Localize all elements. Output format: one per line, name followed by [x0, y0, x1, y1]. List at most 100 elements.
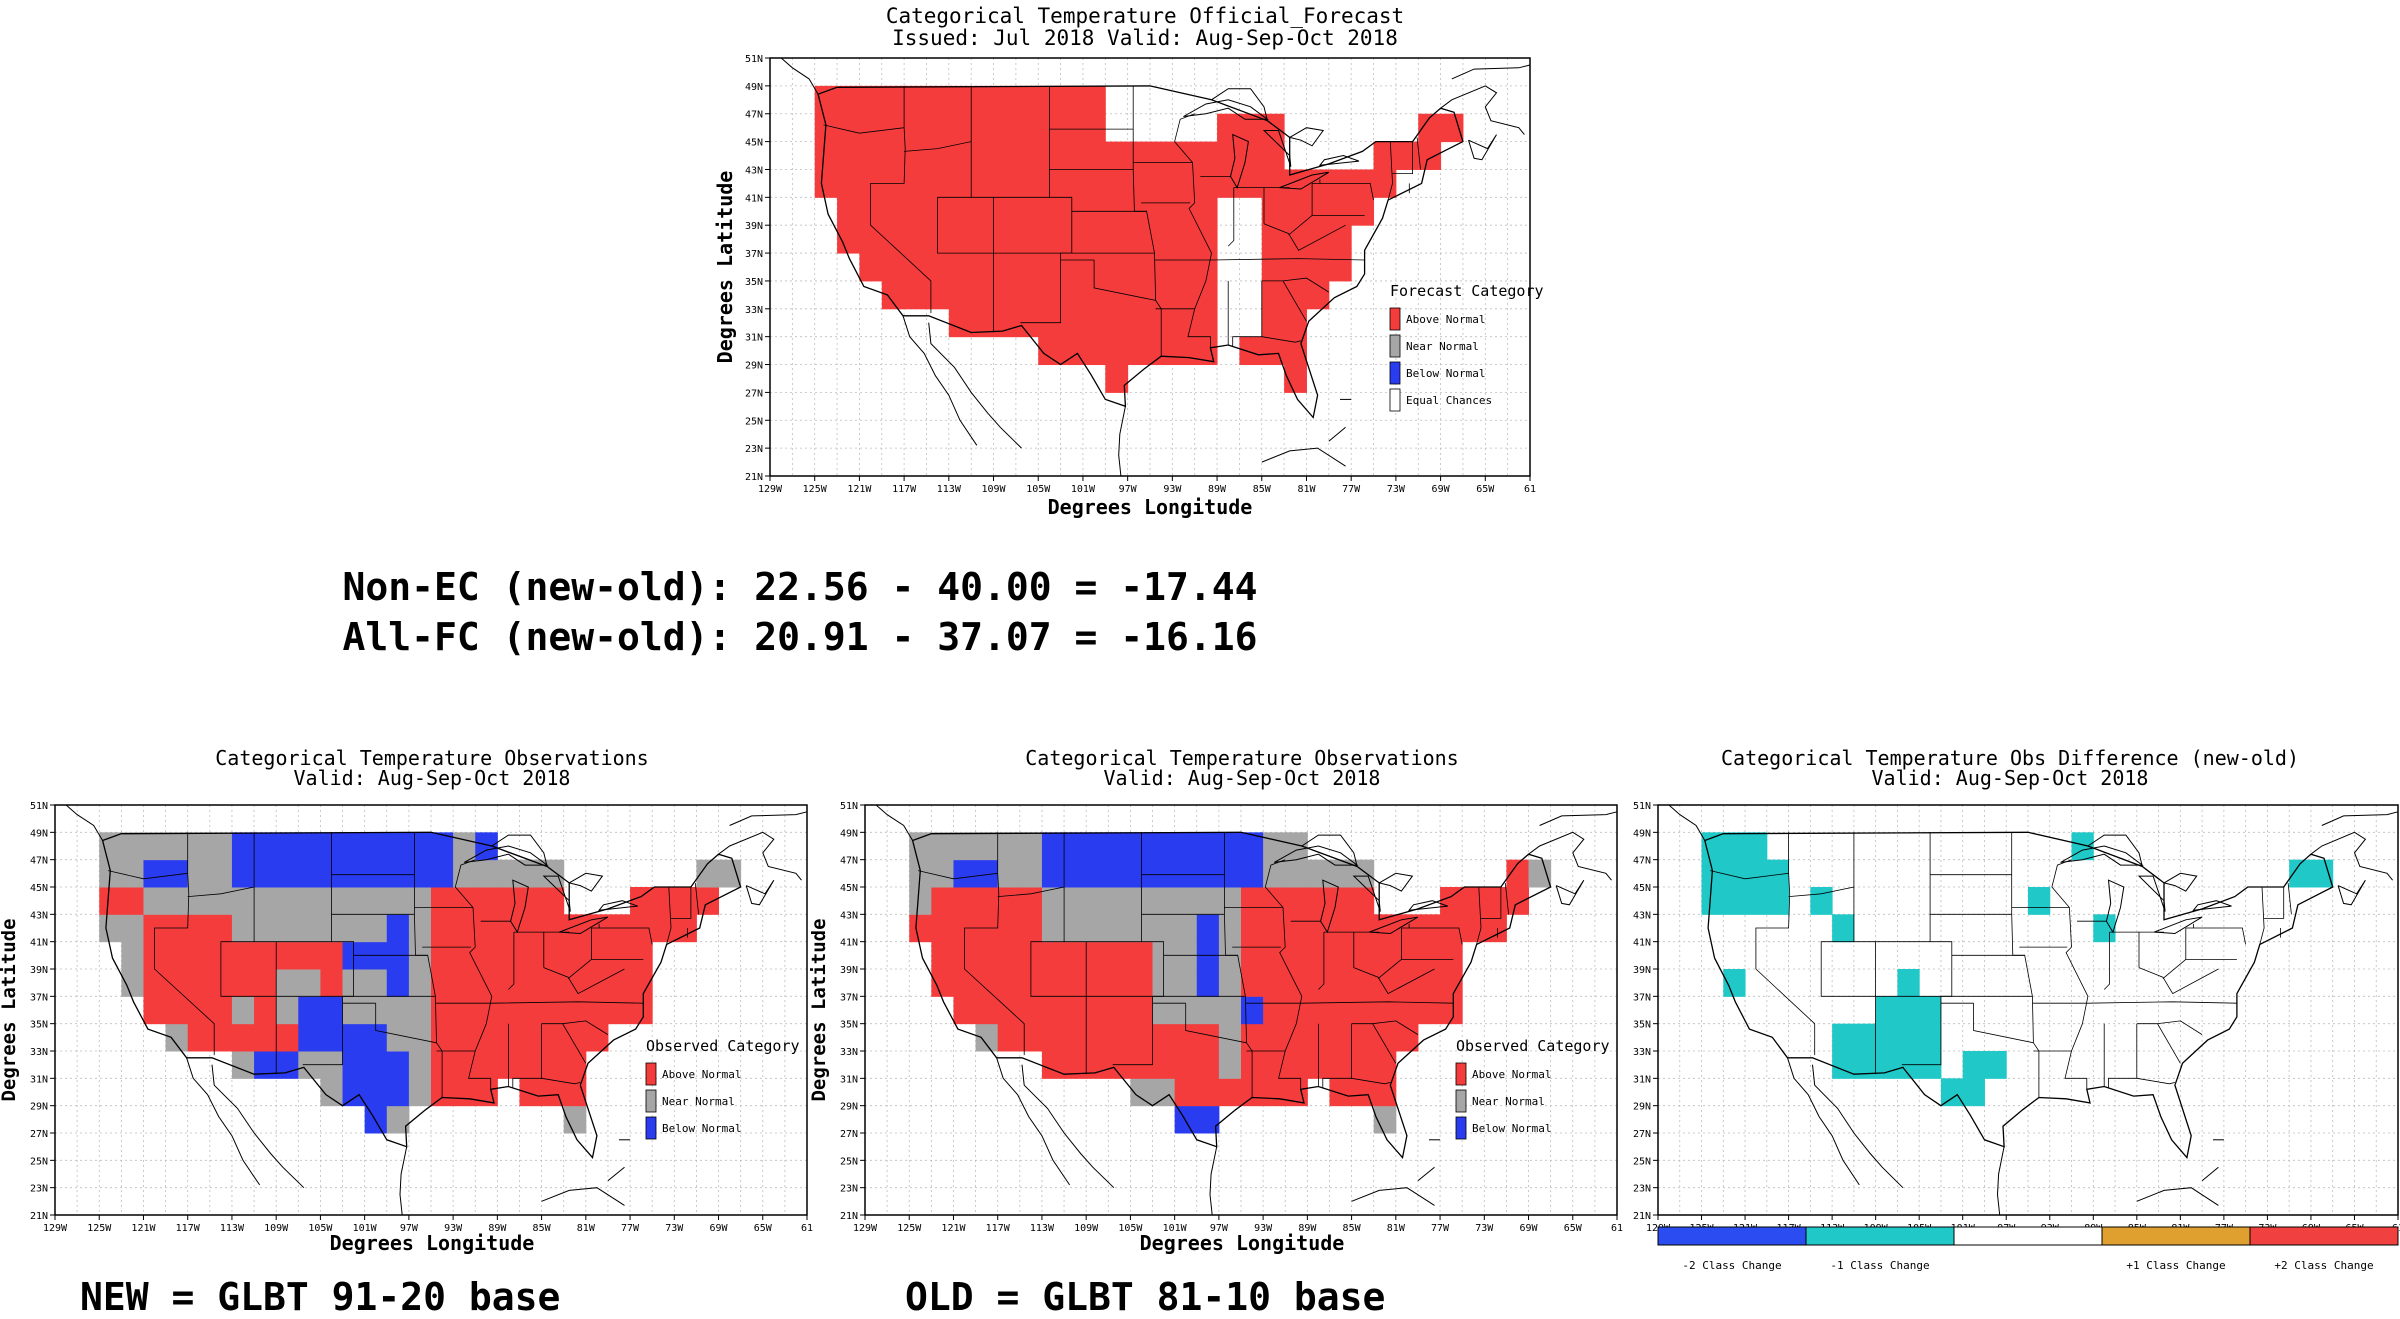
lat-tick-label: 23N: [745, 444, 763, 455]
grid-cell-near: [187, 832, 211, 861]
grid-cell-near: [1528, 859, 1552, 888]
grid-cell-below: [431, 832, 454, 861]
lat-tick-label: 39N: [1633, 965, 1651, 976]
grid-cell-above: [453, 914, 476, 943]
grid-cell-near: [1130, 1078, 1154, 1107]
grid-cell-above: [1150, 197, 1173, 226]
grid-cell-above: [1108, 1023, 1131, 1052]
lat-tick-label: 35N: [745, 277, 763, 288]
great-lake: [1183, 99, 1269, 120]
grid-cell-minus1: [2028, 887, 2051, 915]
lat-tick-label: 51N: [745, 54, 763, 65]
grid-cell-above: [1196, 1078, 1220, 1107]
grid-cell-near: [997, 832, 1021, 861]
lon-tick-label: 109W: [981, 484, 1006, 495]
grid-cell-minus1: [1897, 996, 1920, 1025]
state-border: [1318, 932, 1325, 990]
grid-cell-above: [931, 914, 954, 943]
grid-cell-above: [1440, 113, 1464, 143]
lon-tick-label: 61: [1611, 1223, 1623, 1234]
grid-cell-above: [1284, 253, 1307, 282]
grid-cell-above: [859, 225, 883, 254]
grid-cell-above: [1307, 996, 1330, 1025]
lon-tick-label: 117W: [892, 484, 917, 495]
colorbar-swatch-zero: [1953, 1226, 2103, 1246]
state-border: [1973, 1003, 2034, 1044]
lon-tick-label: 97W: [1210, 1223, 1229, 1234]
great-lake: [463, 845, 549, 866]
grid-cell-near: [1218, 1023, 1242, 1052]
grid-cell-minus1: [1875, 1023, 1898, 1052]
coastline: [1118, 406, 1126, 477]
state-border: [2051, 859, 2089, 1090]
state-border: [1261, 336, 1301, 343]
coastline: [1812, 1064, 1904, 1189]
lat-tick-label: 23N: [840, 1184, 858, 1195]
great-lake: [597, 900, 638, 911]
lat-tick-label: 43N: [745, 165, 763, 176]
legend-swatch-above: [1455, 1062, 1467, 1086]
lon-tick-label: 105W: [308, 1223, 333, 1234]
grid-cell-above: [904, 85, 927, 115]
coastline: [928, 322, 1022, 449]
coastline: [1261, 447, 1346, 467]
state-border: [1322, 1023, 1353, 1088]
grid-cell-near: [165, 1023, 189, 1052]
lat-tick-label: 41N: [745, 193, 763, 204]
grid-cell-near: [121, 914, 144, 943]
non-ec-score: Non-EC (new-old): 22.56 - 40.00 = -17.44: [342, 565, 1258, 609]
grid-cell-above: [1041, 1023, 1065, 1052]
grid-cell-minus1: [1897, 1023, 1920, 1052]
grid-cell-above: [971, 197, 995, 226]
grid-cell-above: [1150, 141, 1173, 170]
grid-cell-below: [1064, 832, 1087, 861]
state-border: [1263, 223, 1346, 251]
grid-cell-above: [1329, 1051, 1353, 1079]
lat-tick-label: 39N: [840, 965, 858, 976]
grid-cell-near: [121, 969, 144, 997]
coastline: [718, 831, 802, 881]
state-border: [275, 941, 354, 997]
grid-cell-above: [971, 253, 995, 282]
grid-cell-above: [948, 308, 972, 338]
grid-cell-above: [859, 113, 883, 143]
coastline: [996, 1057, 1071, 1186]
state-border: [1788, 832, 1855, 897]
grid-cell-above: [1060, 336, 1084, 366]
grid-cell-above: [1351, 996, 1375, 1025]
coastline: [1787, 1057, 1860, 1186]
grid-cell-above: [254, 941, 277, 970]
grid-cell-minus1: [1810, 887, 1833, 915]
grid-cell-above: [1241, 887, 1264, 915]
grid-cell-above: [254, 996, 277, 1025]
grid-cell-above: [1329, 887, 1353, 915]
coastline: [1289, 127, 1325, 147]
grid-cell-below: [254, 1051, 277, 1079]
grid-cell-above: [881, 141, 905, 170]
grid-cell-above: [1038, 253, 1062, 282]
grid-cell-above: [1086, 1023, 1109, 1052]
grid-cell-below: [475, 832, 498, 861]
grid-cell-minus1: [1897, 969, 1920, 997]
grid-cell-above: [1241, 914, 1264, 943]
grid-cell-above: [541, 941, 565, 970]
grid-cell-above: [1284, 169, 1307, 198]
grid-cell-above: [563, 1051, 587, 1079]
grid-cell-below: [342, 1023, 366, 1052]
state-border: [435, 1001, 644, 1004]
grid-cell-above: [881, 85, 905, 115]
state-border: [1392, 141, 1413, 174]
coastline: [1328, 426, 1346, 442]
grid-cell-above: [1130, 1023, 1154, 1052]
grid-cell-above: [993, 225, 1017, 254]
legend-swatch-above: [645, 1062, 657, 1086]
great-lake: [1279, 171, 1330, 190]
grid-cell-below: [1174, 859, 1198, 888]
grid-cell-below: [276, 832, 299, 861]
lon-tick-label: 89W: [1208, 484, 1227, 495]
grid-cell-above: [1484, 887, 1507, 915]
grid-cell-above: [948, 85, 972, 115]
grid-cell-above: [1351, 887, 1375, 915]
grid-cell-above: [1015, 225, 1039, 254]
grid-cell-above: [431, 914, 454, 943]
